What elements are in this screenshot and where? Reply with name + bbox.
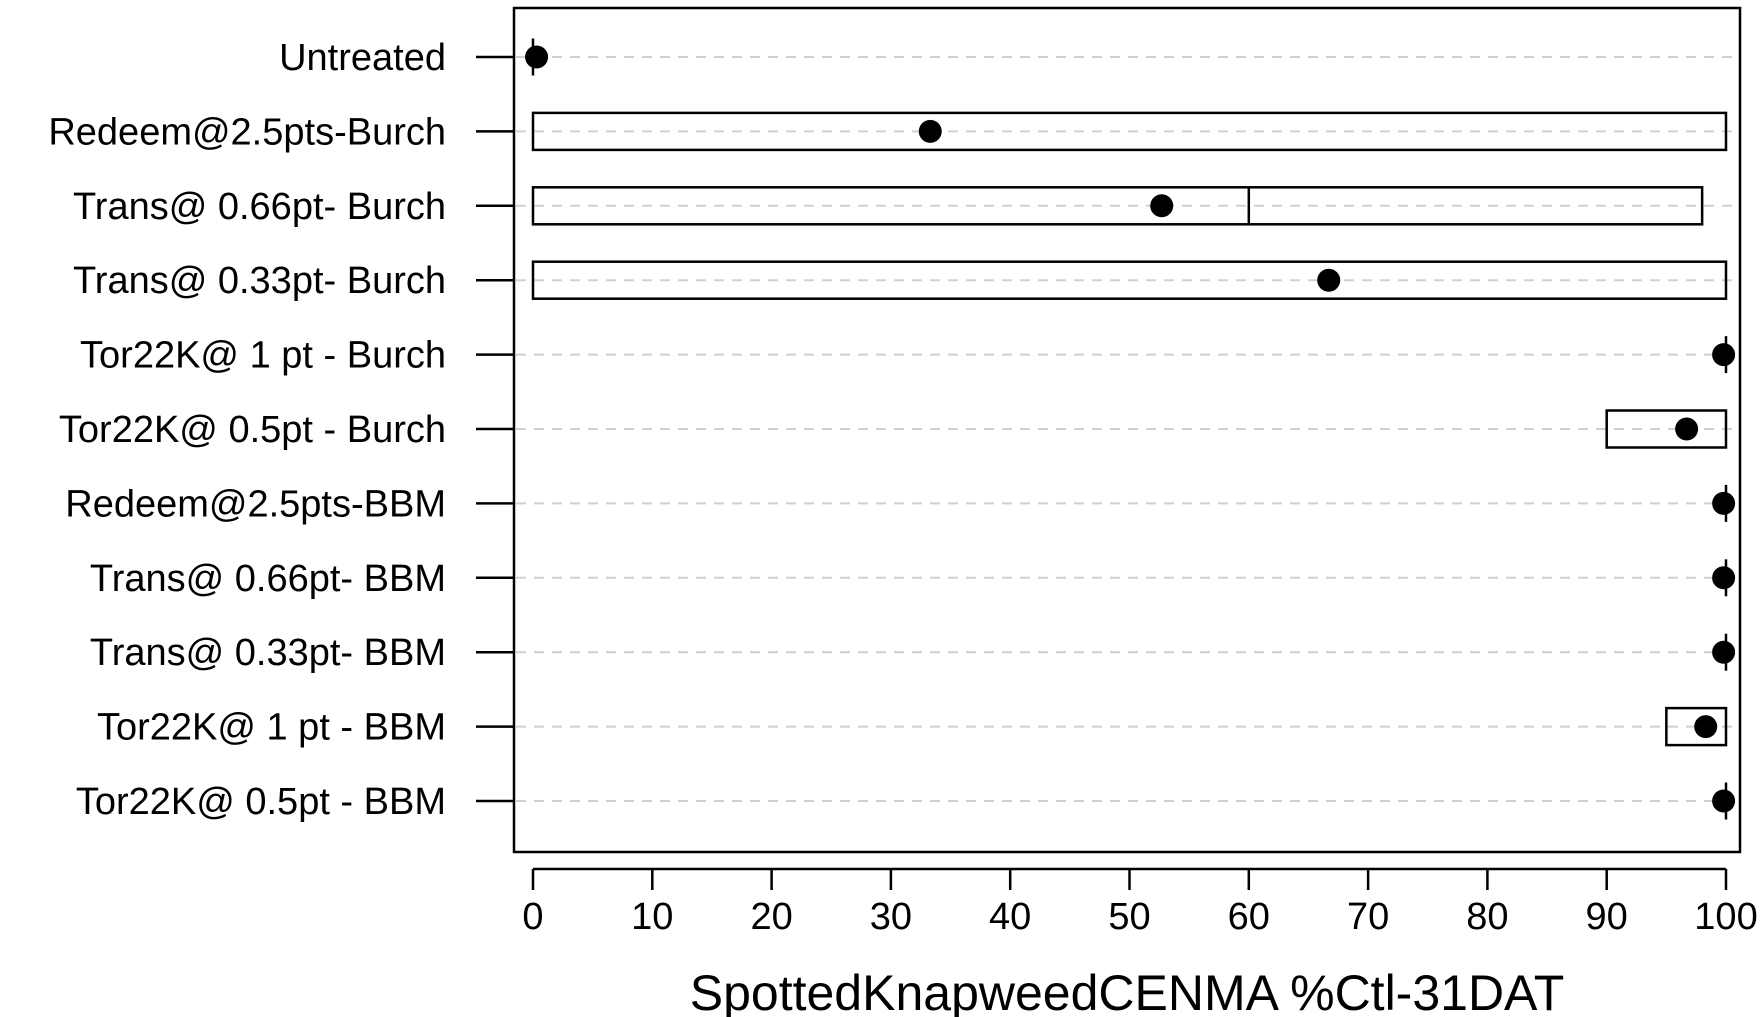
x-axis-title: SpottedKnapweedCENMA %Ctl-31DAT (690, 965, 1565, 1017)
category-label: Tor22K@ 0.5pt - Burch (59, 409, 446, 451)
x-axis: 0 10 20 30 40 50 60 70 80 90 100 (522, 867, 1758, 938)
x-tick-label: 30 (870, 896, 912, 938)
x-tick-label: 60 (1228, 896, 1270, 938)
x-tick-label: 50 (1108, 896, 1150, 938)
box (1665, 706, 1728, 747)
category-label: Trans@ 0.66pt- Burch (73, 186, 446, 228)
y-axis-ticks (476, 55, 514, 803)
mean-marker (1712, 640, 1736, 664)
box (531, 111, 1728, 152)
category-label: Tor22K@ 0.5pt - BBM (76, 781, 446, 823)
mean-marker (1712, 491, 1736, 515)
box (1605, 409, 1728, 449)
x-tick-label: 90 (1586, 896, 1628, 938)
category-label: Redeem@2.5pts-Burch (48, 111, 446, 153)
x-tick-label: 80 (1466, 896, 1508, 938)
x-tick-label: 100 (1694, 896, 1757, 938)
mean-marker (1712, 789, 1736, 813)
mean-marker (1675, 417, 1699, 441)
category-label: Redeem@2.5pts-BBM (65, 483, 446, 525)
mean-marker (918, 119, 942, 143)
category-label: Tor22K@ 1 pt - BBM (97, 707, 446, 749)
mean-marker (1712, 343, 1736, 367)
mean-marker (525, 45, 549, 69)
category-label: Trans@ 0.33pt- Burch (73, 260, 446, 302)
category-label: Tor22K@ 1 pt - Burch (80, 335, 446, 377)
mean-marker (1317, 268, 1341, 292)
category-labels: Untreated Redeem@2.5pts-Burch Trans@ 0.66p… (48, 37, 446, 823)
mean-marker (1150, 194, 1174, 218)
x-tick-label: 20 (750, 896, 792, 938)
box (531, 260, 1728, 300)
x-tick-label: 70 (1347, 896, 1389, 938)
x-tick-label: 0 (522, 896, 543, 938)
mean-marker (1694, 715, 1718, 739)
x-tick-label: 40 (989, 896, 1031, 938)
mean-markers (525, 45, 1736, 813)
grid-lines (516, 56, 1738, 802)
category-label: Untreated (279, 37, 446, 79)
x-tick-label: 10 (631, 896, 673, 938)
boxes (531, 38, 1728, 820)
category-label: Trans@ 0.33pt- BBM (90, 632, 446, 674)
category-label: Trans@ 0.66pt- BBM (90, 558, 446, 600)
box (531, 186, 1704, 226)
mean-marker (1712, 566, 1736, 590)
